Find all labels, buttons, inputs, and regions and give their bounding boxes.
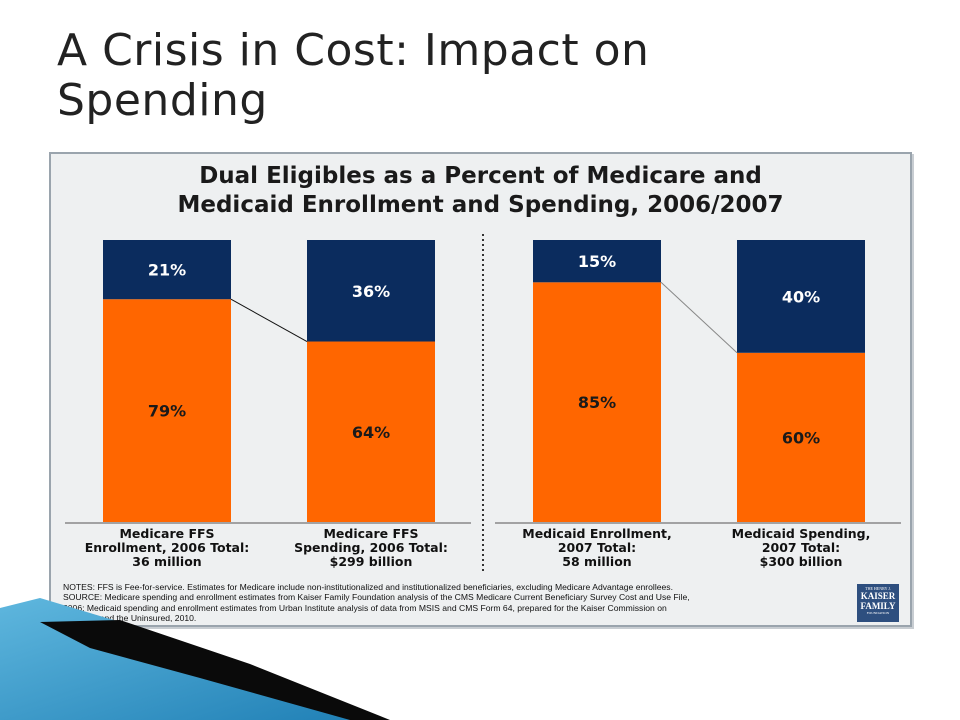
notes-line-2: SOURCE: Medicare spending and enrollment… <box>63 592 690 603</box>
chart-frame: Dual Eligibles as a Percent of Medicare … <box>49 152 912 627</box>
slide-title-line-2: Spending <box>57 75 268 126</box>
bar-segment-dual-eligibles-other-1 <box>307 341 435 522</box>
chart-title-line-2: Medicaid Enrollment and Spending, 2006/2… <box>177 192 784 218</box>
bar-segment-dual-eligibles-other-0 <box>103 299 231 522</box>
data-label-bottom-1: 64% <box>352 423 390 442</box>
logo-line-3: FAMILY <box>860 601 896 611</box>
kaiser-family-foundation-logo: THE HENRY J. KAISER FAMILY FOUNDATION <box>857 584 899 622</box>
data-label-top-2: 15% <box>578 252 616 271</box>
notes-line-1: NOTES: FFS is Fee-for-service. Estimates… <box>63 582 673 592</box>
notes-line-4: Medicaid and the Uninsured, 2010. <box>63 612 197 623</box>
chart-notes: NOTES: FFS is Fee-for-service. Estimates… <box>63 582 838 623</box>
data-label-top-1: 36% <box>352 282 390 301</box>
category-label-line: $299 billion <box>329 554 413 569</box>
category-label: Medicaid Spending, 2007 Total: $300 billio… <box>701 527 901 569</box>
category-label-line: Enrollment, 2006 Total: <box>84 540 250 555</box>
data-label-top-3: 40% <box>782 287 820 306</box>
decorative-swoosh <box>0 598 390 720</box>
logo-line-1: THE HENRY J. <box>865 586 891 591</box>
chart-title-line-1: Dual Eligibles as a Percent of Medicare … <box>199 163 762 189</box>
slide-title-line-1: A Crisis in Cost: Impact on <box>57 25 650 76</box>
bar-segment-dual-eligibles-other-2 <box>533 282 661 522</box>
chart-title: Dual Eligibles as a Percent of Medicare … <box>51 162 910 220</box>
category-label: Medicaid Enrollment, 2007 Total: 58 millio… <box>497 527 697 569</box>
bar-segment-dual-eligibles-1 <box>307 240 435 342</box>
category-label-line: Medicaid Enrollment, <box>522 526 672 541</box>
category-label-line: 2007 Total: <box>761 540 841 555</box>
data-label-top-0: 21% <box>148 261 186 280</box>
category-label-line: 2007 Total: <box>557 540 637 555</box>
stacked-bar-chart: 79% 21% 64% 36% 85% 15% 60% 40% <box>65 234 901 574</box>
notes-line-3: 2006; Medicaid spending and enrollment e… <box>63 602 667 613</box>
connector-line-1 <box>660 281 738 354</box>
category-label-line: 58 million <box>562 554 632 569</box>
data-label-bottom-3: 60% <box>782 428 820 447</box>
connector-line-0 <box>230 298 308 342</box>
bar-segment-dual-eligibles-other-3 <box>737 352 865 522</box>
category-label: Medicare FFS Enrollment, 2006 Total: 36 mi… <box>67 527 267 569</box>
data-label-bottom-0: 79% <box>148 402 186 421</box>
logo-line-2: KAISER <box>860 591 896 601</box>
category-label-line: 36 million <box>132 554 202 569</box>
bar-segment-dual-eligibles-2 <box>533 240 661 283</box>
swoosh-dark-stripe <box>40 620 390 720</box>
bar-segment-dual-eligibles-0 <box>103 240 231 300</box>
category-label-line: Medicare FFS <box>119 526 215 541</box>
bar-segment-dual-eligibles-3 <box>737 240 865 353</box>
category-label-line: $300 billion <box>759 554 843 569</box>
slide-title: A Crisis in Cost: Impact on Spending <box>57 26 757 126</box>
category-label-line: Medicaid Spending, <box>731 526 871 541</box>
logo-line-4: FOUNDATION <box>866 611 890 615</box>
category-label-line: Medicare FFS <box>323 526 419 541</box>
data-label-bottom-2: 85% <box>578 393 616 412</box>
category-label: Medicare FFS Spending, 2006 Total: $299 bi… <box>271 527 471 569</box>
category-label-line: Spending, 2006 Total: <box>294 540 448 555</box>
